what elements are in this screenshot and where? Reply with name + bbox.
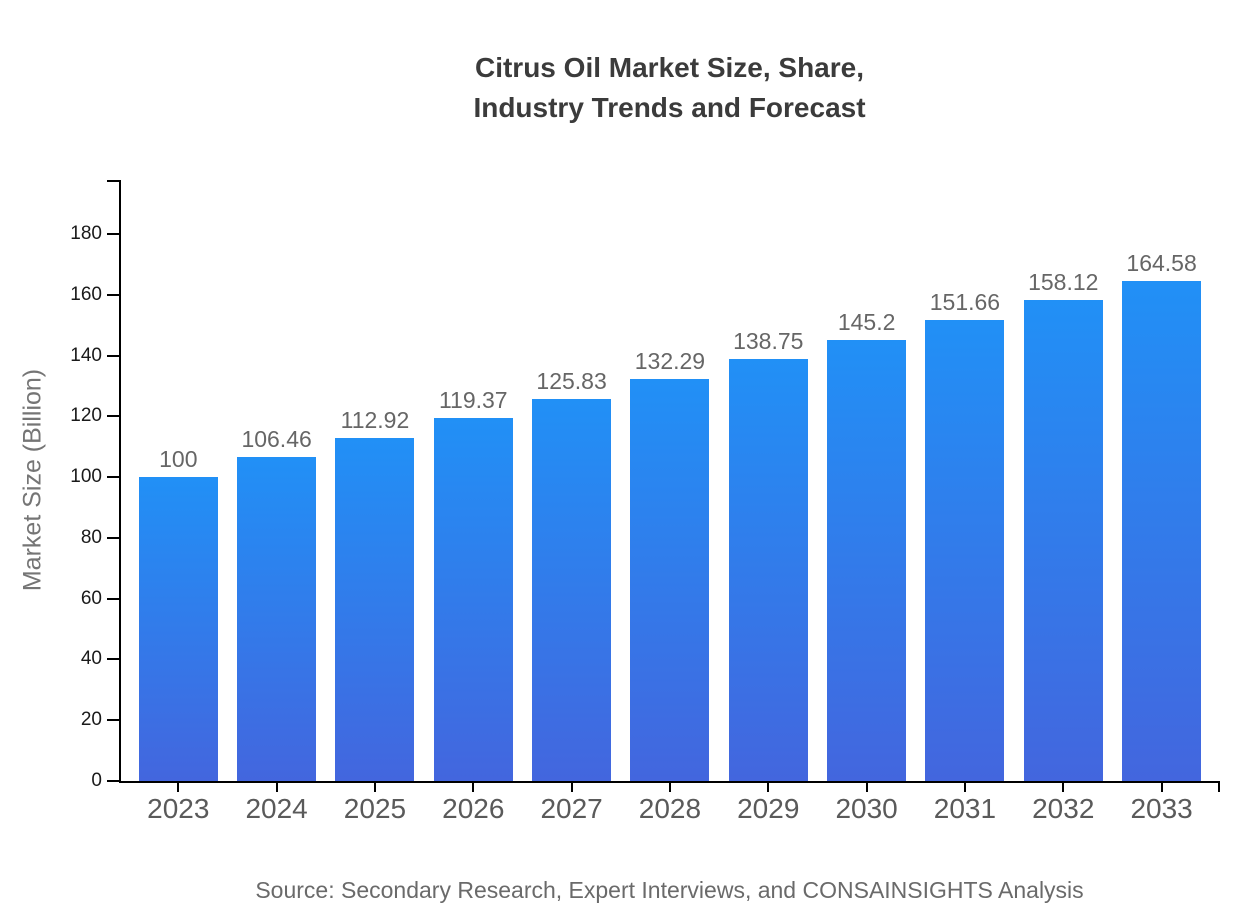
chart-title-line2: Industry Trends and Forecast [473,92,866,123]
bar [630,378,710,781]
bar [138,477,218,781]
bar-value-label: 145.2 [837,308,896,335]
bar [433,418,513,781]
x-tick [472,783,475,792]
bar [728,359,808,781]
y-tick-label: 0 [91,770,102,791]
x-tick [1160,783,1163,792]
y-tick-label: 160 [70,283,102,305]
y-tick [107,536,119,539]
chart-title-line1: Citrus Oil Market Size, Share, [474,52,865,83]
source-note: Source: Secondary Research, Expert Inter… [255,877,1084,903]
y-tick-label: 60 [80,587,102,609]
y-tick [107,719,119,722]
y-tick [107,233,119,235]
y-tick [107,354,119,357]
x-tick [570,783,573,792]
x-tick [668,783,671,792]
x-tick [177,783,180,792]
x-tick [767,783,770,792]
bar-value-label: 164.58 [1126,249,1197,276]
bar-value-label: 158.12 [1028,269,1099,296]
x-tick-label: 2033 [1130,793,1193,824]
y-tick [107,780,119,782]
x-tick-label: 2023 [147,793,210,824]
bar [532,398,612,781]
y-tick-label: 140 [70,344,102,366]
x-tick-label: 2032 [1032,793,1095,824]
y-tick [107,415,119,418]
x-tick [865,783,868,792]
x-tick-label: 2025 [343,793,407,824]
y-tick [107,293,119,296]
bar-value-label: 100 [159,446,198,473]
x-tick [1062,783,1065,792]
x-tick-label: 2026 [442,793,505,824]
y-axis-end-tick [107,180,119,182]
bar-value-label: 138.75 [733,328,804,355]
x-axis-line [119,781,1220,783]
bar-value-label: 119.37 [438,387,508,414]
y-tick-label: 80 [80,526,102,548]
bar-value-label: 132.29 [634,347,706,374]
bar-value-label: 112.92 [340,406,410,433]
x-tick [275,783,278,792]
bar [925,320,1005,781]
x-axis-end-tick [1218,783,1220,792]
x-tick-label: 2031 [933,793,997,824]
bar [335,437,415,781]
y-tick-label: 120 [70,405,102,427]
x-tick-label: 2030 [835,793,898,824]
y-axis-line [119,180,121,783]
y-tick [107,658,119,661]
x-tick-label: 2024 [245,793,308,824]
y-tick-label: 100 [70,466,102,488]
y-tick [107,597,119,600]
bar-value-label: 125.83 [536,367,607,394]
x-tick-label: 2027 [540,793,603,824]
bar [1023,300,1103,781]
x-tick [373,783,376,792]
bar-value-label: 106.46 [241,426,312,453]
y-tick [107,476,119,479]
x-tick [963,783,966,792]
bar [1122,280,1202,781]
bar [237,457,317,781]
y-tick-label: 20 [80,709,102,731]
y-tick-label: 40 [80,648,102,670]
bar-value-label: 151.66 [929,289,1001,316]
y-tick-label: 180 [70,223,102,244]
bar [827,339,907,781]
x-tick-label: 2029 [737,793,800,824]
x-tick-label: 2028 [638,793,702,824]
chart-title: Citrus Oil Market Size, Share, Industry … [117,48,1222,128]
